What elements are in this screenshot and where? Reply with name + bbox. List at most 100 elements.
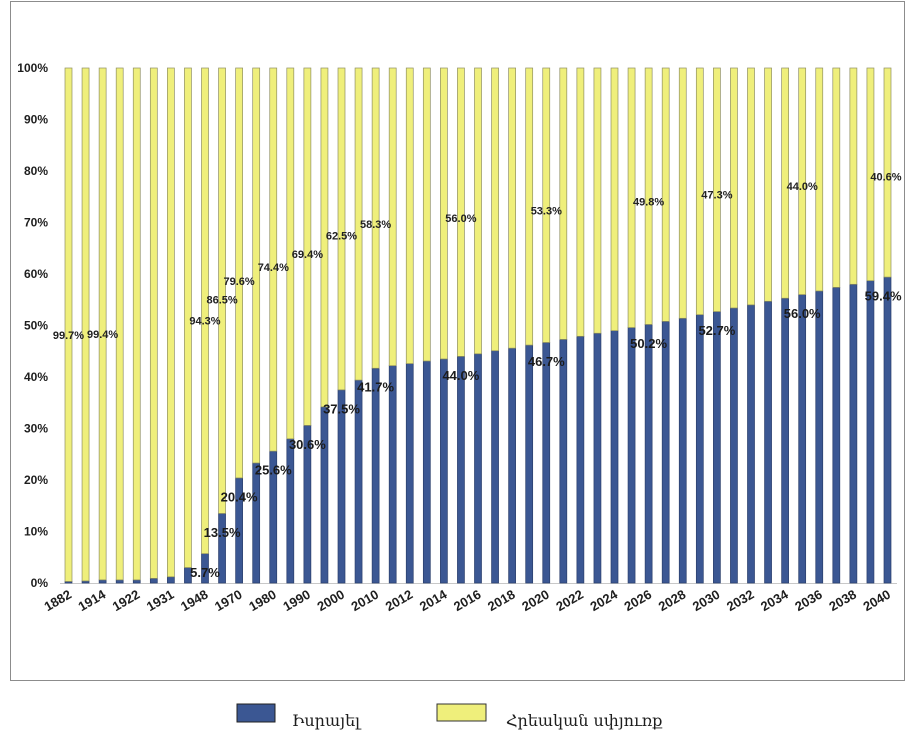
data-label-israel: 50.2% bbox=[630, 336, 667, 351]
legend-item-diaspora: Հրեական սփյուռք bbox=[436, 703, 663, 730]
y-tick-label: 50% bbox=[24, 319, 48, 333]
bar-diaspora-10 bbox=[235, 67, 243, 479]
bar-israel-44 bbox=[815, 290, 824, 584]
legend-label-israel: Իսրայել bbox=[292, 711, 362, 730]
bar-israel-45 bbox=[832, 287, 841, 584]
bar-diaspora-23 bbox=[457, 67, 465, 357]
bar-israel-34 bbox=[644, 324, 653, 584]
bar-diaspora-9 bbox=[218, 67, 226, 514]
y-tick-label: 30% bbox=[24, 422, 48, 436]
bar-israel-6 bbox=[167, 576, 175, 584]
bar-diaspora-35 bbox=[661, 67, 670, 322]
bar-diaspora-11 bbox=[252, 67, 261, 464]
bar-israel-23 bbox=[457, 356, 465, 584]
bar-israel-2 bbox=[98, 579, 107, 584]
bar-israel-40 bbox=[747, 304, 755, 584]
bar-israel-15 bbox=[320, 406, 329, 584]
bar-israel-3 bbox=[115, 579, 124, 584]
data-label-israel: 56.0% bbox=[784, 306, 821, 321]
bar-israel-29 bbox=[559, 339, 568, 584]
y-tick-label: 60% bbox=[24, 267, 48, 281]
data-label-israel: 44.0% bbox=[442, 368, 479, 383]
bar-israel-31 bbox=[593, 332, 602, 584]
data-label-israel: 5.7% bbox=[190, 565, 220, 580]
bar-diaspora-14 bbox=[303, 67, 312, 426]
bars bbox=[64, 67, 892, 584]
data-label-diaspora: 86.5% bbox=[206, 295, 237, 307]
bar-israel-4 bbox=[132, 579, 141, 584]
y-tick-label: 20% bbox=[24, 473, 48, 487]
y-tick-label: 100% bbox=[17, 61, 48, 75]
bar-diaspora-5 bbox=[149, 67, 158, 579]
bar-diaspora-2 bbox=[98, 67, 107, 581]
bar-diaspora-41 bbox=[764, 67, 772, 302]
y-tick-label: 10% bbox=[24, 525, 48, 539]
bar-israel-32 bbox=[610, 330, 619, 584]
data-label-diaspora: 79.6% bbox=[223, 276, 254, 288]
bar-israel-28 bbox=[542, 342, 551, 584]
bar-diaspora-20 bbox=[405, 67, 414, 364]
bar-israel-25 bbox=[491, 350, 499, 584]
bar-israel-39 bbox=[730, 307, 738, 584]
data-label-israel: 30.6% bbox=[289, 437, 326, 452]
data-label-diaspora: 53.3% bbox=[531, 206, 562, 218]
bar-diaspora-42 bbox=[781, 67, 789, 299]
data-label-israel: 37.5% bbox=[323, 401, 360, 416]
bar-diaspora-47 bbox=[866, 67, 875, 282]
data-label-diaspora: 99.7% bbox=[53, 330, 84, 342]
bar-israel-13 bbox=[286, 438, 295, 584]
bar-diaspora-36 bbox=[678, 67, 687, 319]
bar-israel-22 bbox=[440, 358, 448, 584]
legend-swatch-diaspora bbox=[436, 703, 487, 722]
y-tick-label: 40% bbox=[24, 370, 48, 384]
bar-diaspora-24 bbox=[474, 67, 482, 355]
bar-israel-11 bbox=[252, 462, 261, 584]
bar-diaspora-3 bbox=[115, 67, 124, 581]
bar-diaspora-39 bbox=[730, 67, 738, 309]
data-labels: 99.7% 99.4% 94.3% 86.5% 79.6% 74.4%69.4%62.5%… bbox=[53, 172, 902, 580]
bar-diaspora-40 bbox=[747, 67, 755, 306]
bar-diaspora-37 bbox=[695, 67, 704, 316]
data-label-diaspora: 62.5% bbox=[326, 230, 357, 242]
bar-israel-18 bbox=[371, 367, 380, 584]
bar-israel-47 bbox=[866, 280, 875, 584]
bar-diaspora-45 bbox=[832, 67, 841, 288]
bar-diaspora-13 bbox=[286, 67, 295, 440]
data-label-diaspora: 56.0% bbox=[445, 213, 476, 225]
bar-israel-46 bbox=[849, 283, 858, 584]
bar-israel-20 bbox=[405, 363, 414, 584]
bar-diaspora-1 bbox=[81, 67, 90, 582]
bar-diaspora-8 bbox=[201, 67, 209, 554]
bar-israel-36 bbox=[678, 317, 687, 584]
data-label-israel: 25.6% bbox=[255, 463, 292, 478]
data-label-diaspora: 94.3% bbox=[189, 316, 220, 328]
bar-israel-19 bbox=[388, 365, 397, 584]
bar-israel-41 bbox=[764, 300, 772, 584]
bar-israel-37 bbox=[695, 314, 704, 584]
bar-israel-24 bbox=[474, 353, 482, 584]
data-label-diaspora: 40.6% bbox=[870, 172, 901, 184]
bar-diaspora-43 bbox=[798, 67, 807, 295]
bar-diaspora-17 bbox=[354, 67, 363, 381]
bar-diaspora-6 bbox=[167, 67, 175, 578]
bar-israel-35 bbox=[661, 321, 670, 584]
bar-diaspora-44 bbox=[815, 67, 824, 292]
y-axis-tick-labels: 0% 10% 20% 30% 40% 50% 60% 70% 80% 90% 100% bbox=[17, 61, 48, 590]
y-tick-label: 70% bbox=[24, 216, 48, 230]
bar-diaspora-16 bbox=[337, 67, 346, 391]
bar-israel-21 bbox=[422, 360, 431, 584]
bar-israel-16 bbox=[337, 389, 346, 584]
legend: Իսրայել Հրեական սփյուռք bbox=[236, 703, 663, 730]
bar-diaspora-34 bbox=[644, 67, 653, 325]
data-label-diaspora: 74.4% bbox=[258, 262, 289, 274]
bar-israel-33 bbox=[627, 327, 636, 584]
bar-diaspora-28 bbox=[542, 67, 551, 343]
bar-israel-27 bbox=[525, 344, 534, 584]
bar-israel-48 bbox=[883, 276, 892, 584]
legend-label-diaspora: Հրեական սփյուռք bbox=[506, 711, 663, 730]
bar-diaspora-22 bbox=[440, 67, 448, 360]
bar-diaspora-38 bbox=[713, 67, 721, 312]
bar-diaspora-29 bbox=[559, 67, 568, 340]
data-label-diaspora: 58.3% bbox=[360, 219, 391, 231]
bar-diaspora-7 bbox=[184, 67, 192, 568]
